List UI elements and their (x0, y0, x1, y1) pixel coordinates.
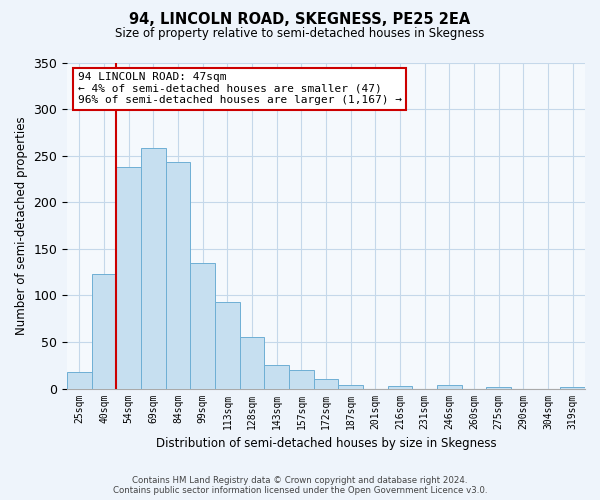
Bar (289, 370, 314, 388)
Bar (314, 379, 338, 388)
Bar (487, 386, 511, 388)
Y-axis label: Number of semi-detached properties: Number of semi-detached properties (15, 116, 28, 335)
Bar (166, 162, 190, 388)
Text: 94, LINCOLN ROAD, SKEGNESS, PE25 2EA: 94, LINCOLN ROAD, SKEGNESS, PE25 2EA (130, 12, 470, 28)
Bar (265, 366, 289, 388)
Bar (388, 386, 412, 388)
X-axis label: Distribution of semi-detached houses by size in Skegness: Distribution of semi-detached houses by … (156, 437, 496, 450)
Text: Contains HM Land Registry data © Crown copyright and database right 2024.
Contai: Contains HM Land Registry data © Crown c… (113, 476, 487, 495)
Bar (560, 386, 585, 388)
Bar (116, 167, 141, 388)
Bar (141, 148, 166, 388)
Text: 94 LINCOLN ROAD: 47sqm
← 4% of semi-detached houses are smaller (47)
96% of semi: 94 LINCOLN ROAD: 47sqm ← 4% of semi-deta… (77, 72, 401, 106)
Bar (92, 274, 116, 388)
Bar (437, 385, 462, 388)
Bar (338, 385, 363, 388)
Text: Size of property relative to semi-detached houses in Skegness: Size of property relative to semi-detach… (115, 28, 485, 40)
Bar (67, 372, 92, 388)
Bar (215, 302, 240, 388)
Bar (190, 263, 215, 388)
Bar (240, 338, 265, 388)
